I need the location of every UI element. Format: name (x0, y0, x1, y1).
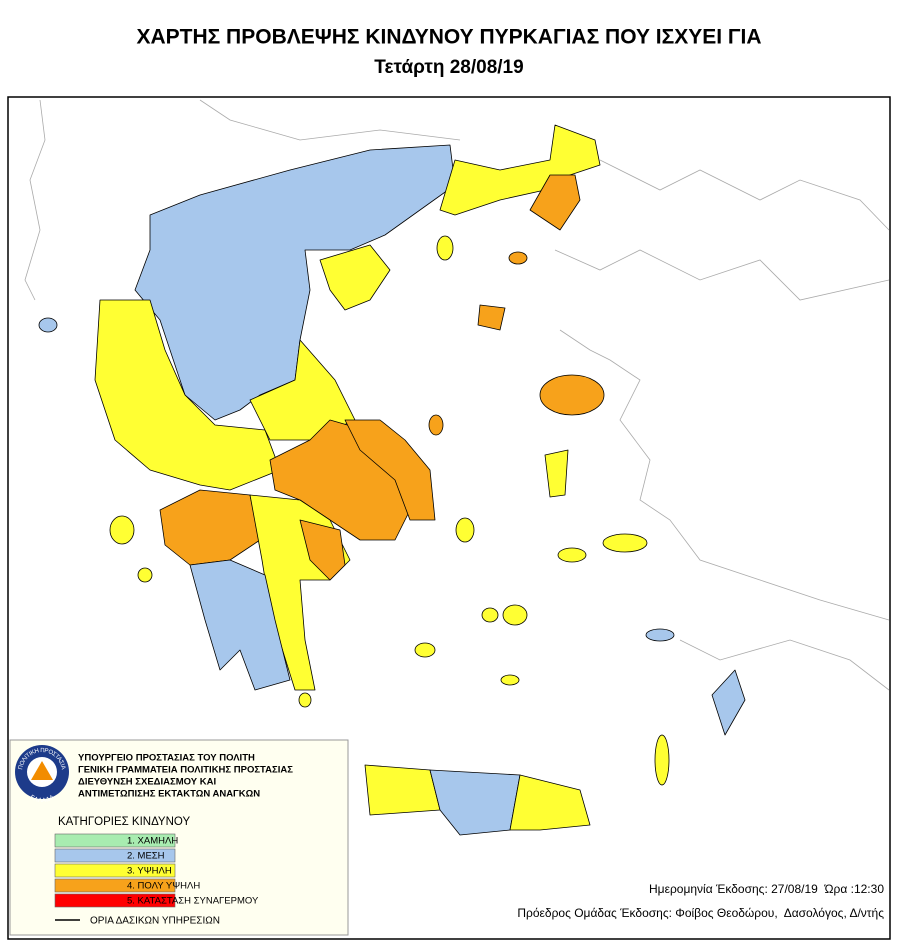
coastline (199, 99, 461, 141)
agency-line: ΥΠΟΥΡΓΕΙΟ ΠΡΟΣΤΑΣΙΑΣ ΤΟΥ ΠΟΛΙΤΗ (78, 753, 255, 764)
region (539, 374, 605, 416)
legend-label: 1. ΧΑΜΗΛΗ (127, 836, 178, 847)
region (602, 533, 648, 553)
region (134, 144, 456, 421)
region (364, 764, 441, 816)
region (481, 607, 499, 623)
region (529, 174, 581, 231)
title: ΧΑΡΤΗΣ ΠΡΟΒΛΕΨΗΣ ΚΙΝΔΥΝΟΥ ΠΥΡΚΑΓΙΑΣ ΠΟΥ … (136, 26, 761, 49)
legend-swatch (54, 863, 176, 878)
region (429, 769, 521, 836)
boundary-label: ΟΡΙΑ ΔΑΣΙΚΩΝ ΥΠΗΡΕΣΙΩΝ (90, 916, 220, 927)
neighbour-coastlines (24, 99, 890, 691)
agency-line: ΑΝΤΙΜΕΤΩΠΙΣΗΣ ΕΚΤΑΚΤΩΝ ΑΝΑΓΚΩΝ (78, 789, 260, 800)
region (477, 304, 506, 331)
region (502, 604, 528, 626)
region (109, 515, 135, 545)
region (299, 519, 346, 581)
region (544, 449, 569, 498)
region (508, 251, 528, 265)
coastline (599, 159, 890, 231)
emblem-text: ΕΛΛΑΔΑ (29, 794, 55, 804)
region (344, 419, 436, 521)
legend-label: 3. ΥΨΗΛΗ (127, 866, 172, 877)
legend-label: 4. ΠΟΛΥ ΥΨΗΛΗ (127, 881, 200, 892)
region (439, 124, 601, 216)
region (319, 244, 391, 311)
agency-line: ΔΙΕΥΘΥΝΣΗ ΣΧΕΔΙΑΣΜΟΥ ΚΑΙ (78, 777, 216, 788)
region (654, 734, 670, 786)
coastline (679, 639, 890, 691)
legend: ΠΟΛΙΤΙΚΗ ΠΡΟΣΤΑΣΙΑ ΕΛΛΑΔΑ ΥΠΟΥΡΓΕΙΟ ΠΡΟΣ… (9, 739, 349, 936)
coastline (554, 249, 890, 301)
region (38, 317, 58, 333)
legend-swatch (54, 848, 176, 863)
region (711, 669, 746, 736)
region (137, 567, 153, 583)
region (645, 628, 675, 642)
region (249, 339, 356, 441)
risk-regions (38, 124, 746, 836)
region (436, 235, 454, 261)
emblem-bottom: ΕΛΛΑΔΑ (29, 794, 55, 804)
legend-swatch (54, 833, 176, 848)
coastline (24, 99, 46, 301)
legend-swatch (54, 878, 176, 893)
coastline (559, 329, 890, 621)
map-frame (7, 96, 891, 940)
region (298, 692, 312, 708)
region (500, 674, 520, 686)
region (189, 559, 291, 691)
author: Πρόεδρος Ομάδας Έκδοσης: Φοίβος Θεοδώρου… (517, 906, 884, 920)
region (159, 489, 261, 566)
subtitle: Τετάρτη 28/08/19 (374, 57, 523, 78)
legend-title: ΚΑΤΗΓΟΡΙΕΣ ΚΙΝΔΥΝΟΥ (58, 816, 190, 828)
issue-date: Ημερομηνία Έκδοσης: 27/08/19 Ώρα :12:30 (649, 882, 884, 896)
region (557, 547, 587, 563)
region (414, 642, 436, 658)
region (455, 517, 475, 543)
legend-swatch (54, 893, 176, 908)
legend-label: 2. ΜΕΣΗ (127, 851, 165, 862)
legend-label: 5. ΚΑΤΑΣΤΑΣΗ ΣΥΝΑΓΕΡΜΟΥ (127, 896, 259, 907)
agency-line: ΓΕΝΙΚΗ ΓΡΑΜΜΑΤΕΙΑ ΠΟΛΙΤΙΚΗΣ ΠΡΟΣΤΑΣΙΑΣ (78, 765, 293, 776)
legend-categories: 1. ΧΑΜΗΛΗ 2. ΜΕΣΗ 3. ΥΨΗΛΗ 4. ΠΟΛΥ ΥΨΗΛΗ 5. … (54, 833, 259, 908)
region (428, 414, 444, 436)
emblem-triangle (31, 761, 53, 780)
region (509, 774, 591, 831)
